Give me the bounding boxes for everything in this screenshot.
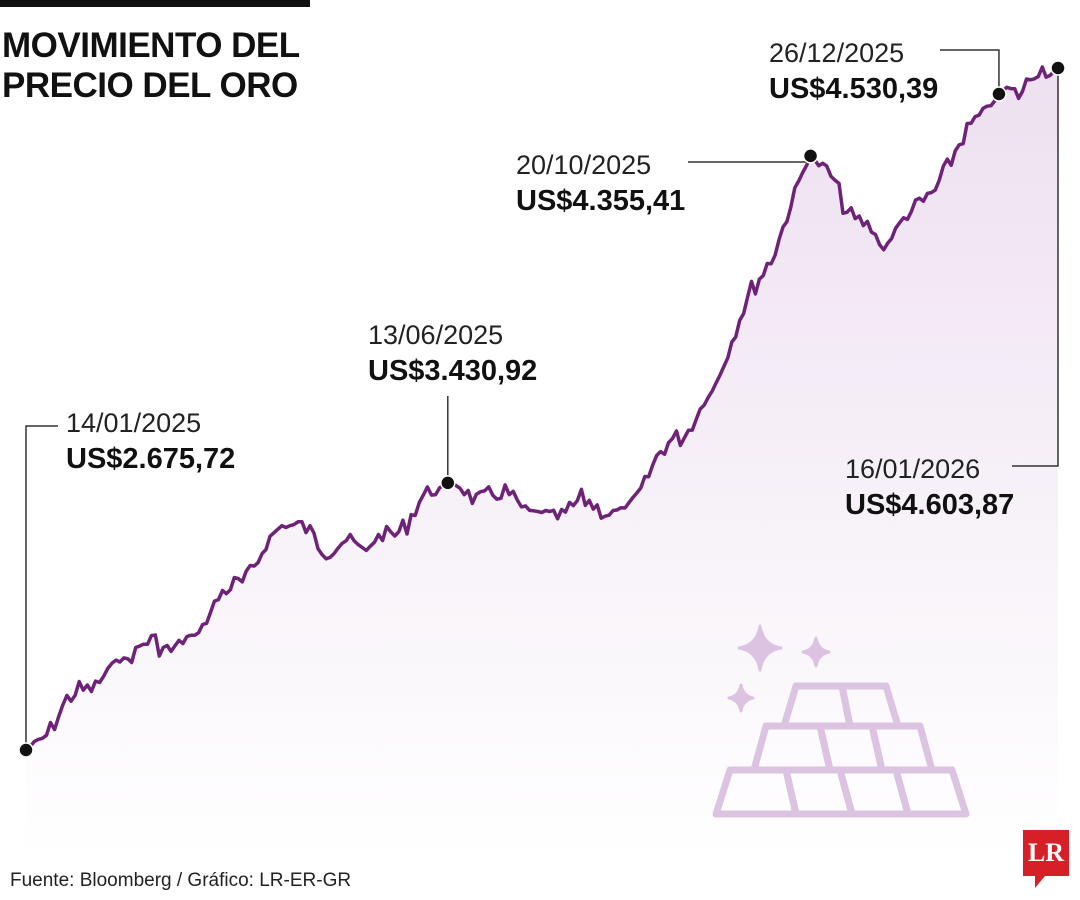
chart-title: MOVIMIENTO DEL PRECIO DEL ORO — [2, 26, 422, 106]
sparkle-icon — [727, 683, 755, 713]
source-note: Fuente: Bloomberg / Gráfico: LR-ER-GR — [10, 870, 352, 891]
gold-bars-icon — [712, 624, 970, 818]
annotation-point — [802, 148, 819, 164]
annotation-point — [18, 742, 34, 758]
annotation-date: 16/01/2026 — [845, 454, 980, 484]
lr-logo-text: LR — [1027, 838, 1065, 867]
annotation-leader-line — [1012, 68, 1059, 467]
chart-title-line-1: MOVIMIENTO DEL — [2, 26, 300, 65]
chart-title-line-2: PRECIO DEL ORO — [2, 66, 298, 105]
price-area-fill — [26, 67, 1058, 860]
annotation-date: 14/01/2025 — [66, 408, 201, 438]
lr-logo: LR — [1023, 830, 1069, 888]
annotation-date: 26/12/2025 — [769, 38, 904, 68]
price-series-line — [24, 65, 1060, 752]
annotation-value: US$2.675,72 — [66, 443, 235, 475]
top-rule — [0, 0, 310, 7]
annotation-leader-line — [688, 155, 812, 163]
annotation-value: US$4.355,41 — [516, 185, 685, 217]
sparkle-icon — [737, 624, 783, 672]
sparkle-icon — [801, 636, 831, 668]
annotation-leader-line — [25, 425, 58, 750]
annotation-date: 13/06/2025 — [368, 320, 503, 350]
annotation-date: 20/10/2025 — [516, 150, 651, 180]
annotation-point — [991, 86, 1007, 102]
annotation-value: US$4.603,87 — [845, 489, 1014, 521]
annotation-point — [440, 475, 456, 491]
annotation-value: US$4.530,39 — [769, 73, 938, 105]
annotation-point — [1050, 60, 1066, 76]
annotation-value: US$3.430,92 — [368, 355, 537, 387]
annotation-leader-line — [940, 49, 1000, 94]
